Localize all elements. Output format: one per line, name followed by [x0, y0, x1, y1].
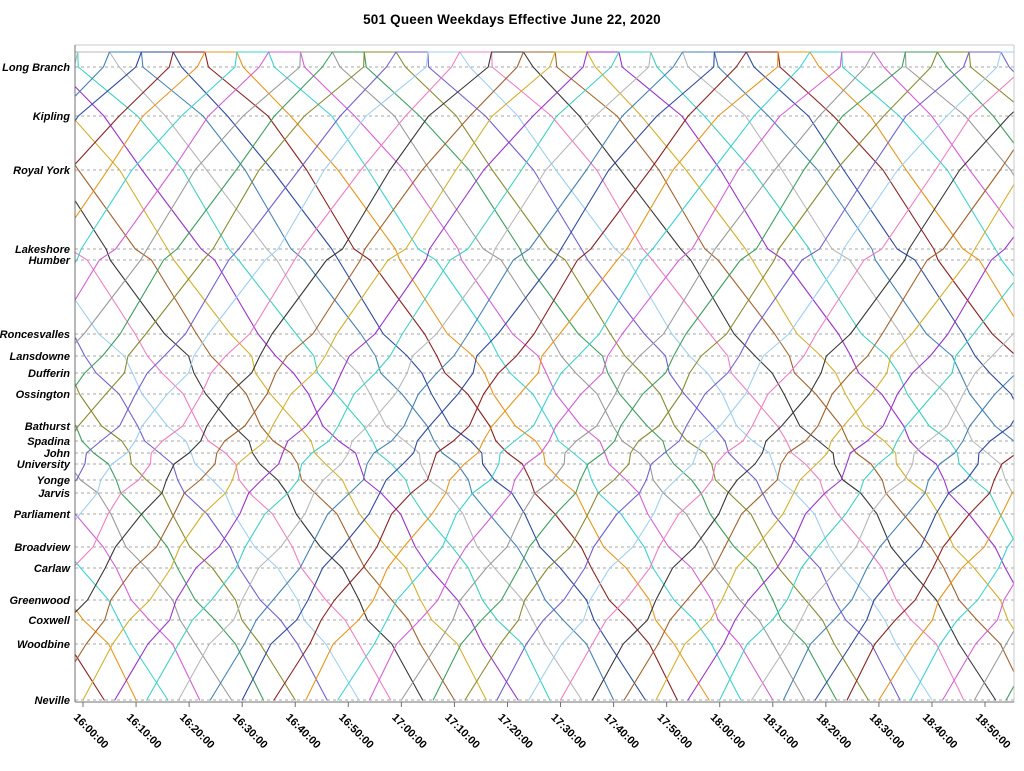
trip-line: [75, 51, 551, 701]
trip-line: [464, 51, 1014, 701]
trip-line: [751, 331, 1014, 701]
x-axis-label: 16:40:00: [283, 712, 323, 752]
trip-line: [75, 51, 838, 701]
chart-title: 501 Queen Weekdays Effective June 22, 20…: [363, 12, 661, 27]
x-axis-label: 17:20:00: [495, 712, 535, 752]
trip-line: [75, 51, 742, 701]
station-label: University: [17, 459, 71, 471]
trip-line: [75, 51, 646, 701]
x-axis-label: 16:30:00: [230, 712, 270, 752]
trip-line: [75, 119, 487, 701]
trip-line: [75, 51, 901, 701]
station-label: Coxwell: [28, 615, 71, 627]
trip-line: [75, 251, 392, 701]
trip-line: [432, 51, 1014, 701]
x-axis-label: 16:20:00: [177, 712, 217, 752]
trip-line: [209, 51, 1014, 701]
trip-line: [846, 454, 1014, 701]
x-axis-label: 17:30:00: [548, 712, 588, 752]
trip-line: [75, 51, 869, 701]
trip-line: [75, 85, 519, 701]
trip-line: [719, 281, 1014, 701]
station-label: Spadina: [27, 436, 70, 448]
station-label: Long Branch: [2, 62, 70, 74]
trip-line: [82, 51, 1014, 701]
station-label: Woodbine: [17, 639, 70, 651]
station-label: Kipling: [33, 111, 71, 123]
station-label: Broadview: [14, 542, 71, 554]
trip-line: [75, 335, 328, 701]
trip-line: [75, 51, 678, 701]
x-axis-label: 18:40:00: [920, 712, 960, 752]
trip-line: [75, 51, 965, 701]
station-label: Neville: [35, 695, 70, 707]
station-label: Greenwood: [9, 595, 70, 607]
x-axis-label: 18:20:00: [814, 712, 854, 752]
trip-line: [878, 490, 1014, 701]
trip-line: [973, 629, 1014, 701]
trip-line: [75, 163, 455, 701]
trip-line: [75, 471, 233, 701]
trip-line: [1005, 684, 1014, 701]
trip-line: [75, 51, 583, 701]
trip-line: [75, 381, 296, 701]
trip-lines-layer: [75, 51, 1014, 701]
x-axis-label: 16:50:00: [336, 712, 376, 752]
trip-line: [75, 51, 806, 701]
trip-line: [75, 51, 774, 701]
trip-line: [75, 51, 997, 701]
trip-line: [75, 51, 615, 701]
trip-line: [687, 235, 1014, 701]
x-axis-label: 17:40:00: [601, 712, 641, 752]
trip-line: [305, 51, 1014, 701]
station-label: Ossington: [16, 389, 71, 401]
station-label: Lakeshore: [15, 244, 70, 256]
x-axis-label: 17:00:00: [389, 712, 429, 752]
x-axis-label: 18:10:00: [761, 712, 801, 752]
x-axis-label: 17:10:00: [442, 712, 482, 752]
trip-line: [528, 51, 1014, 701]
station-label: Humber: [28, 255, 70, 267]
trip-line: [559, 76, 1014, 701]
trip-line: [75, 51, 710, 701]
trip-line: [655, 183, 1014, 701]
x-axis-label: 16:10:00: [124, 712, 164, 752]
trip-line: [177, 51, 1014, 701]
station-label: Royal York: [13, 165, 71, 177]
station-label: Yonge: [37, 475, 70, 487]
trip-line: [273, 51, 1014, 701]
station-label: Dufferin: [28, 368, 70, 380]
trip-line: [623, 148, 1014, 701]
trip-line: [241, 51, 1014, 701]
x-axis-label: 18:50:00: [973, 712, 1013, 752]
trip-line: [368, 51, 1014, 701]
station-label: Bathurst: [25, 421, 72, 433]
trip-line: [496, 51, 1014, 701]
station-label: Carlaw: [34, 563, 72, 575]
trip-line: [75, 199, 424, 701]
station-label: Parliament: [14, 509, 72, 521]
trip-line: [114, 51, 1014, 701]
trip-line: [400, 51, 1014, 701]
trip-line: [146, 51, 1014, 701]
trip-line: [782, 374, 1014, 701]
station-label: Jarvis: [38, 488, 70, 500]
trip-line: [591, 110, 1014, 701]
station-label: Roncesvalles: [0, 329, 70, 341]
trip-line: [75, 298, 360, 701]
x-axis-label: 18:00:00: [708, 712, 748, 752]
trip-line: [814, 418, 1014, 701]
trip-line: [75, 423, 264, 701]
trip-line: [75, 51, 1014, 674]
x-axis-label: 16:00:00: [71, 712, 111, 752]
x-axis-label: 18:30:00: [867, 712, 907, 752]
station-label: Lansdowne: [9, 351, 70, 363]
station-label: John: [44, 448, 71, 460]
x-axis-label: 17:50:00: [655, 712, 695, 752]
trip-line: [337, 51, 1014, 701]
trip-line: [75, 51, 933, 701]
